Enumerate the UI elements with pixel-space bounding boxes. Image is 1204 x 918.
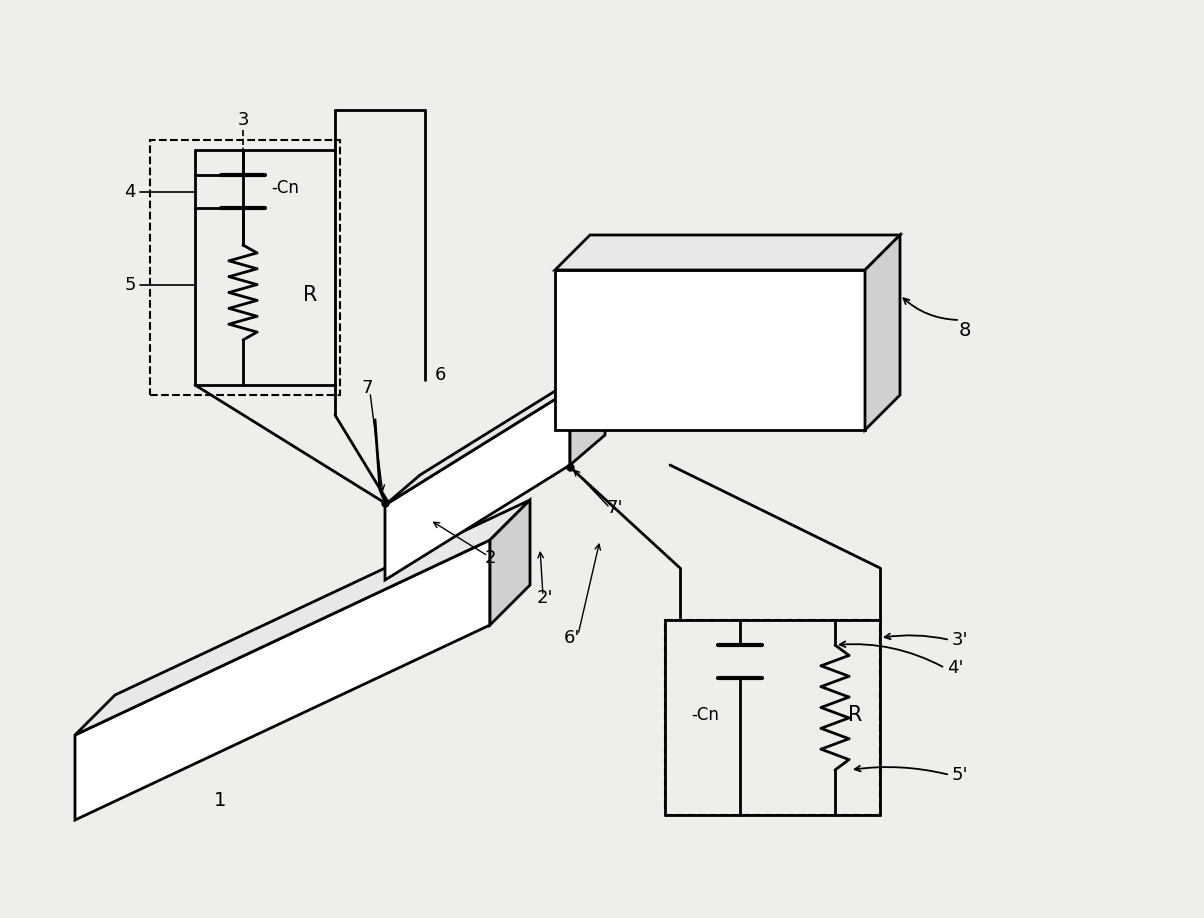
Polygon shape — [490, 500, 530, 625]
Polygon shape — [385, 390, 569, 580]
Text: 6': 6' — [563, 629, 580, 647]
Polygon shape — [555, 270, 864, 430]
Text: -Cn: -Cn — [691, 706, 719, 724]
Text: R: R — [303, 285, 317, 305]
Text: 7: 7 — [361, 379, 373, 397]
Polygon shape — [75, 540, 490, 820]
Text: 5: 5 — [124, 276, 136, 294]
Text: 5': 5' — [951, 766, 968, 784]
Bar — [150, 140, 340, 395]
Polygon shape — [864, 235, 901, 430]
Polygon shape — [385, 360, 604, 505]
Text: 4: 4 — [124, 183, 136, 201]
Text: 2': 2' — [537, 589, 554, 607]
Polygon shape — [555, 235, 901, 270]
Text: 7': 7' — [607, 499, 624, 517]
Text: 1: 1 — [214, 790, 226, 810]
Text: 2: 2 — [484, 549, 496, 567]
Text: 4': 4' — [946, 659, 963, 677]
Text: -Cn: -Cn — [271, 179, 299, 197]
Text: 3': 3' — [951, 631, 968, 649]
Bar — [665, 620, 880, 815]
Text: R: R — [848, 705, 862, 725]
Text: 3: 3 — [237, 111, 249, 129]
Text: 6: 6 — [435, 366, 445, 384]
Polygon shape — [75, 500, 530, 735]
Polygon shape — [569, 360, 604, 465]
Text: 8: 8 — [958, 320, 972, 340]
